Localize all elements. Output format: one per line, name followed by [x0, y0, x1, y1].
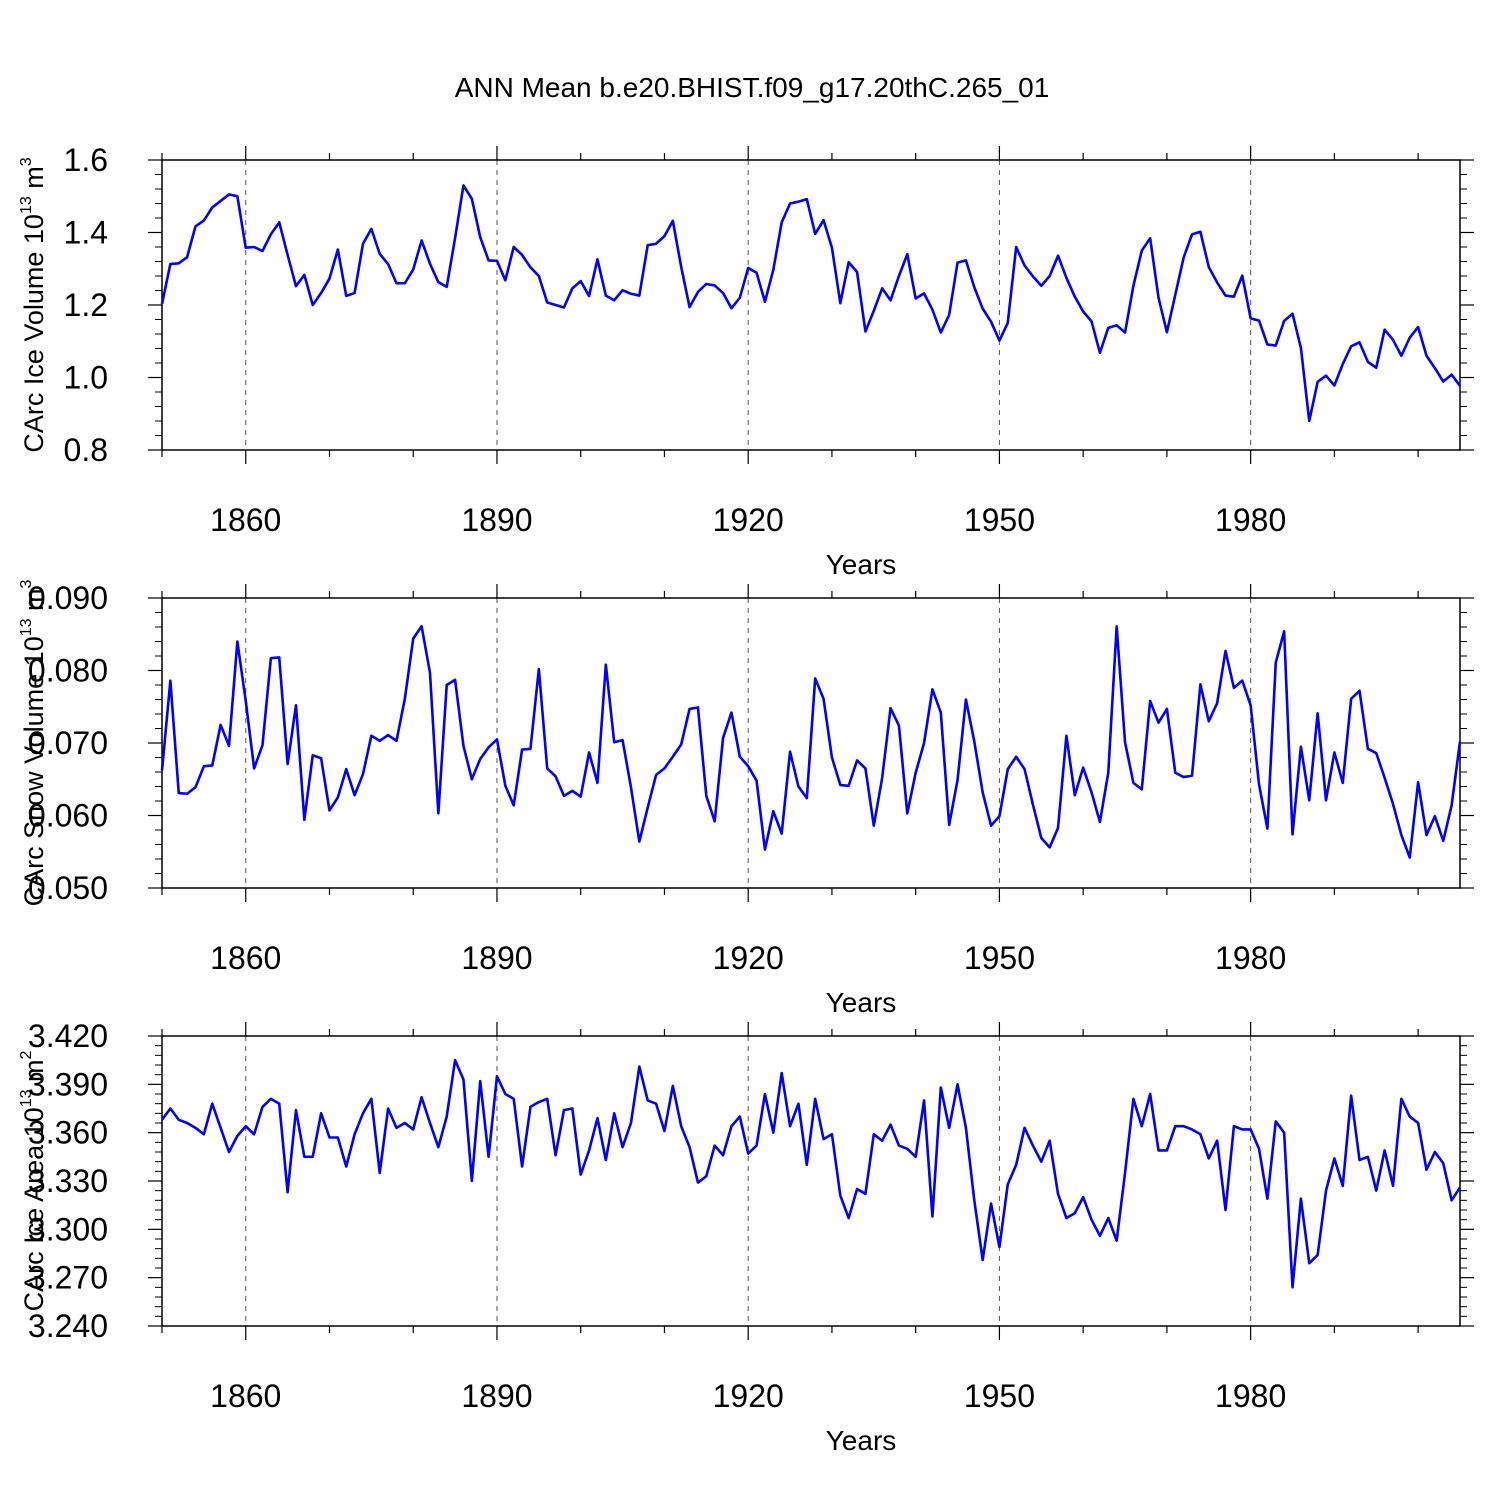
snow-volume-panel: 1860 1890 1920 1950 1980 Years 0.050 0.060 0.070…	[18, 579, 1474, 1018]
y-axis-label-text: CArc Ice Volume 10	[19, 214, 49, 453]
y-tick-label: 1.6	[64, 142, 108, 178]
x-tick-label: 1980	[1215, 940, 1286, 976]
y-axis-label: CArc Snow Volume 1013 m3	[18, 579, 49, 906]
y-tick-label: 3.330	[28, 1163, 108, 1199]
y-tick-label: 3.270	[28, 1260, 108, 1296]
x-tick-label: 1950	[964, 502, 1035, 538]
y-axis-label-unit-exponent: 3	[18, 157, 35, 166]
x-tick-label: 1890	[461, 1378, 532, 1414]
x-tick-label: 1920	[713, 502, 784, 538]
x-tick-label: 1980	[1215, 502, 1286, 538]
panels: 1860 1890 1920 1950 1980 Years 0.8 1.0 1.2 1.4 1.6…	[18, 142, 1474, 1456]
y-tick-label: 3.390	[28, 1066, 108, 1102]
figure-title: ANN Mean b.e20.BHIST.f09_g17.20thC.265_0…	[455, 72, 1050, 103]
y-tick-label: 3.360	[28, 1115, 108, 1151]
y-axis-label: CArc Ice Area 1013 m2	[18, 1051, 49, 1312]
y-tick-label: 1.4	[64, 215, 108, 251]
ice-area-panel: 1860 1890 1920 1950 1980 Years 3.240 3.270 3.300…	[18, 1018, 1474, 1456]
y-tick-label: 3.300	[28, 1211, 108, 1247]
y-tick-label: 1.0	[64, 360, 108, 396]
x-tick-label: 1920	[713, 940, 784, 976]
x-tick-label: 1980	[1215, 1378, 1286, 1414]
x-tick-label: 1860	[210, 502, 281, 538]
y-tick-label: 0.090	[28, 580, 108, 616]
y-axis-label-exponent: 13	[18, 618, 35, 636]
x-tick-label: 1890	[461, 940, 532, 976]
ice-volume-series-line	[160, 184, 1462, 423]
y-axis-label-unit: m	[19, 166, 49, 196]
x-axis-label: Years	[826, 549, 897, 580]
y-axis-label-unit-exponent: 3	[18, 579, 35, 588]
x-axis-label: Years	[826, 1425, 897, 1456]
x-axis-label: Years	[826, 987, 897, 1018]
x-tick-label: 1890	[461, 502, 532, 538]
x-tick-label: 1950	[964, 940, 1035, 976]
y-axis-label-exponent: 13	[18, 1089, 35, 1107]
y-tick-label: 0.060	[28, 798, 108, 834]
snow-volume-series-line	[160, 624, 1462, 859]
y-tick-label: 0.8	[64, 432, 108, 468]
y-tick-label: 0.070	[28, 725, 108, 761]
x-tick-label: 1920	[713, 1378, 784, 1414]
plot-frame	[161, 159, 1461, 451]
y-tick-label: 1.2	[64, 287, 108, 323]
y-axis-label-unit: m	[19, 588, 49, 618]
y-axis-label-text: CArc Snow Volume 10	[19, 636, 49, 906]
x-tick-label: 1860	[210, 940, 281, 976]
ice-area-series-line	[160, 1058, 1462, 1289]
y-axis-label-unit: m	[19, 1060, 49, 1090]
x-tick-label: 1860	[210, 1378, 281, 1414]
y-tick-label: 0.050	[28, 870, 108, 906]
y-tick-label: 3.240	[28, 1308, 108, 1344]
y-tick-label: 0.080	[28, 653, 108, 689]
ice-volume-panel: 1860 1890 1920 1950 1980 Years 0.8 1.0 1.2 1.4 1.6…	[18, 142, 1474, 580]
y-tick-label: 3.420	[28, 1018, 108, 1054]
y-axis-label-text: CArc Ice Area 10	[19, 1107, 49, 1311]
y-axis-label: CArc Ice Volume 1013 m3	[18, 157, 49, 452]
y-axis-label-unit-exponent: 2	[18, 1051, 35, 1060]
x-tick-label: 1950	[964, 1378, 1035, 1414]
y-axis-label-exponent: 13	[18, 196, 35, 214]
